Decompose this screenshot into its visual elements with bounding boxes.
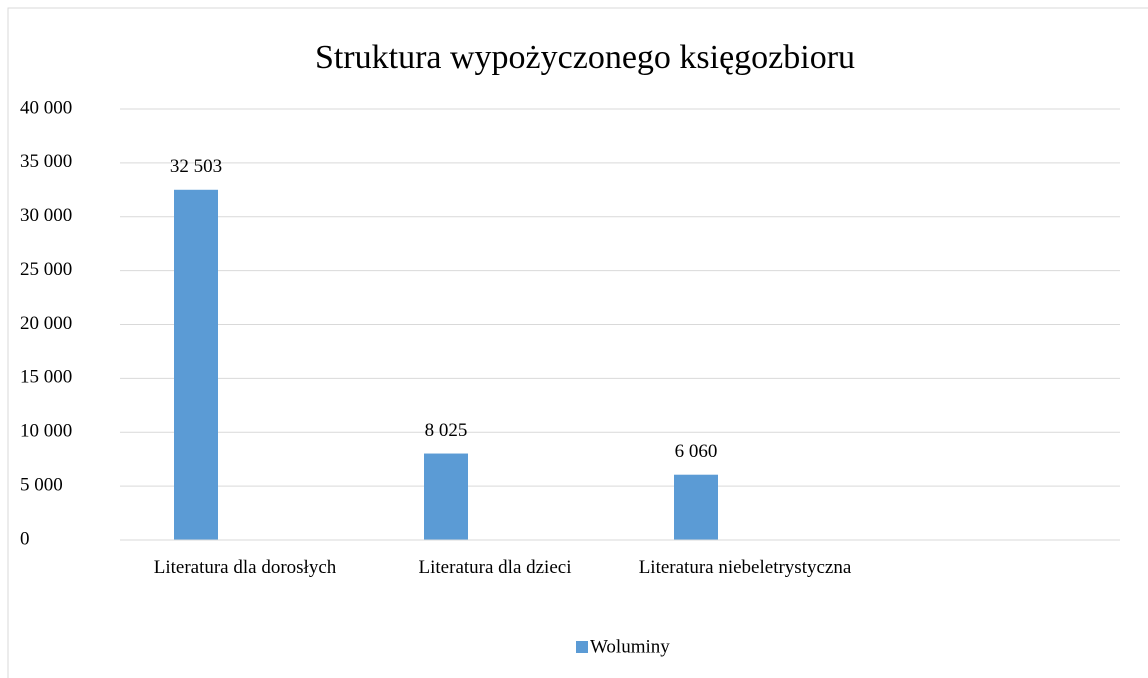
y-tick-label: 40 000 [20,97,72,118]
bar [174,189,218,540]
data-label: 6 060 [675,441,718,462]
y-tick-label: 30 000 [20,205,72,226]
y-tick-label: 20 000 [20,313,72,334]
y-tick-label: 5 000 [20,474,63,495]
bar [424,453,468,540]
legend-swatch [576,641,588,653]
y-tick-label: 25 000 [20,259,72,280]
bar [674,474,718,540]
chart-title: Struktura wypożyczonego księgozbioru [315,39,855,76]
data-label: 8 025 [425,420,468,441]
data-label: 32 503 [170,156,222,177]
y-tick-label: 10 000 [20,421,72,442]
y-tick-label: 15 000 [20,367,72,388]
legend-label: Woluminy [590,636,670,657]
x-tick-label: Literatura dla dorosłych [153,557,337,578]
x-tick-label: Literatura dla dzieci [418,557,572,578]
x-tick-label: Literatura niebeletrystyczna [638,557,852,578]
y-tick-label: 35 000 [20,151,72,172]
y-tick-label: 0 [20,528,30,549]
